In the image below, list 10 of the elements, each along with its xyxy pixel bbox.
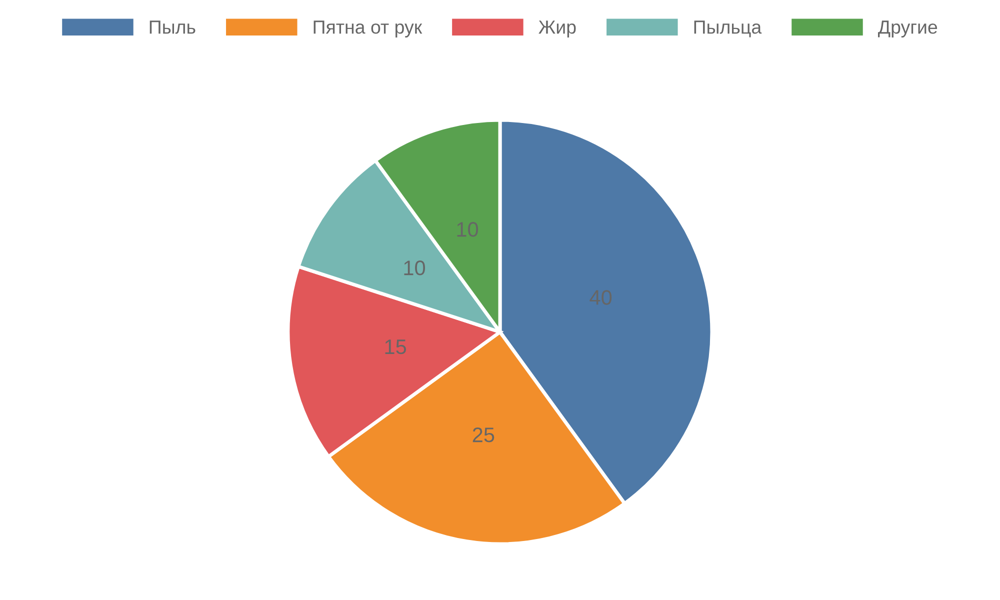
legend-label: Пыльца	[694, 20, 762, 38]
legend-label: Пятна от рук	[314, 20, 422, 38]
data-label: 10	[404, 260, 426, 276]
legend-label: Другие	[878, 20, 938, 38]
data-label: 40	[590, 290, 612, 305]
data-label: 15	[385, 340, 406, 354]
legend-label: Жир	[538, 20, 576, 38]
data-label: 25	[472, 428, 494, 442]
legend-label: Пыль	[150, 20, 196, 34]
data-label: 10	[457, 222, 478, 237]
